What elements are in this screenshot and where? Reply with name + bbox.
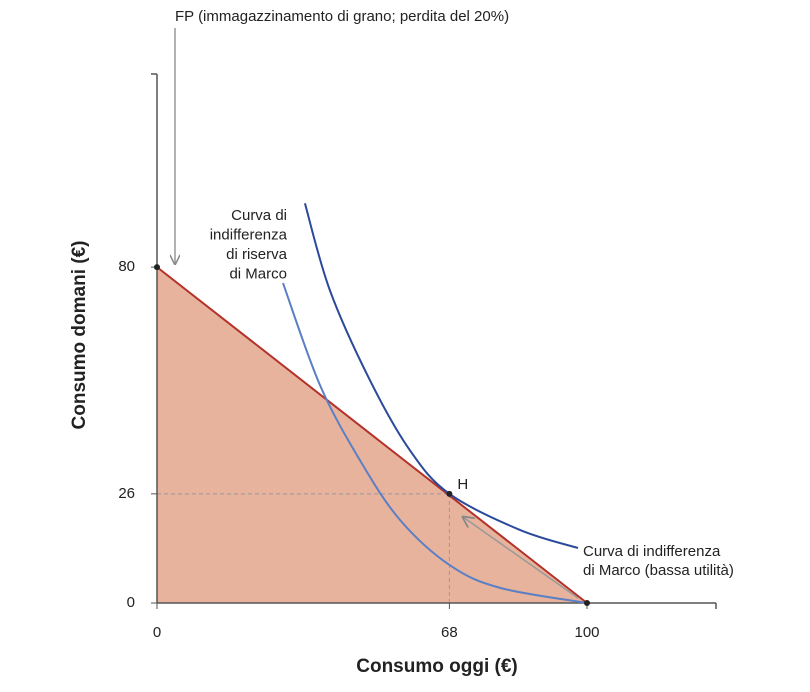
x-tick-label: 68 <box>441 624 458 641</box>
series-label: indifferenza <box>210 226 288 243</box>
point-label: H <box>457 476 468 493</box>
x-tick-label: 0 <box>153 624 161 641</box>
series-label: di riserva <box>226 246 288 263</box>
series-label: di Marco <box>229 265 287 282</box>
series-line <box>156 266 588 604</box>
y-tick-label: 0 <box>127 594 135 611</box>
series-label: Curva di indifferenza <box>583 543 721 560</box>
series-label: Curva di <box>231 207 287 224</box>
point <box>584 600 590 606</box>
series-line <box>282 282 588 604</box>
y-axis-title: Consumo domani (€) <box>69 241 90 430</box>
y-tick-label: 26 <box>118 485 135 502</box>
series-label: FP (immagazzinamento di grano; perdita d… <box>175 8 509 25</box>
arrow <box>463 517 579 599</box>
point <box>154 264 160 271</box>
y-tick-label: 80 <box>118 258 135 275</box>
x-tick-label: 100 <box>574 624 599 641</box>
point <box>446 490 453 497</box>
series-label: di Marco (bassa utilità) <box>583 562 734 579</box>
x-axis-title: Consumo oggi (€) <box>356 656 517 677</box>
series-line <box>303 203 579 549</box>
